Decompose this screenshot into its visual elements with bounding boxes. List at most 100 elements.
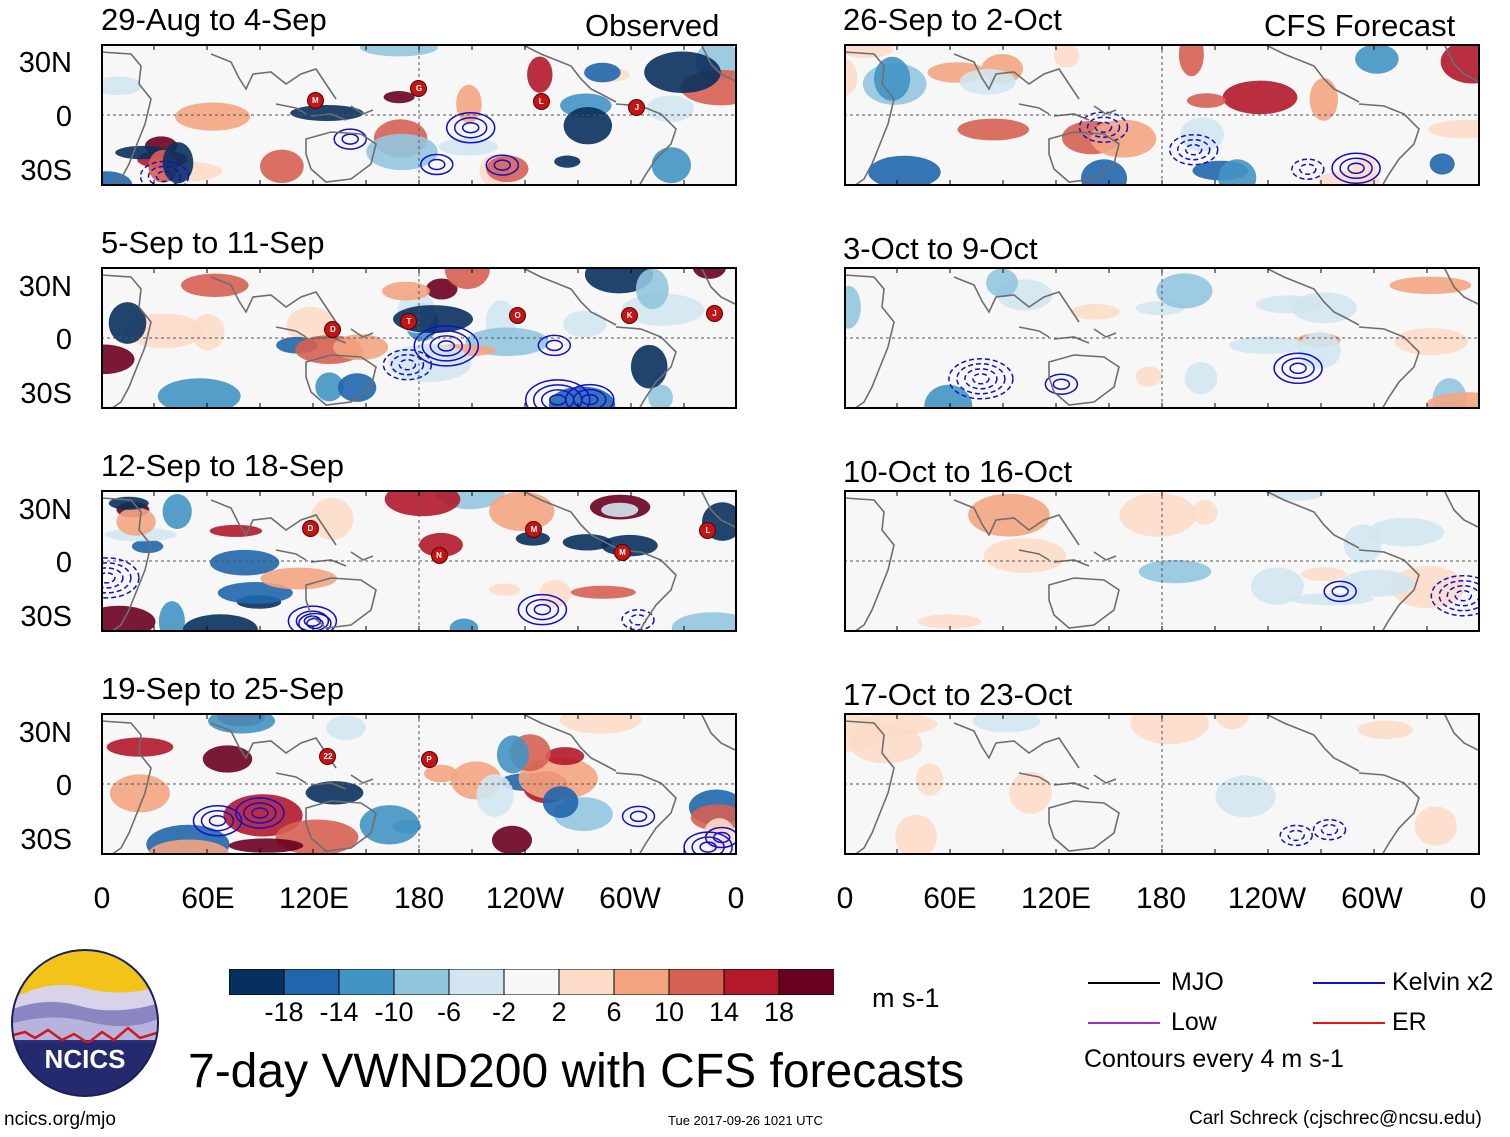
kelvin-contour: [1184, 143, 1203, 156]
northerly-anomaly-shading: [476, 774, 514, 817]
colorbar-swatch: [558, 968, 615, 996]
observed-map-panel-map: [101, 713, 737, 855]
lat-label: 30N: [18, 271, 72, 303]
coastline: [1443, 267, 1480, 306]
observed-week-3-title: 12-Sep to 18-Sep: [101, 448, 345, 483]
kelvin-contour: [1281, 357, 1315, 380]
forecast-week-3-title: 10-Oct to 16-Oct: [843, 454, 1073, 489]
kelvin-contour: [1312, 818, 1347, 841]
southerly-anomaly-shading: [1130, 713, 1209, 745]
southerly-anomaly-shading: [260, 567, 337, 590]
legend-line-low: [1088, 1022, 1160, 1024]
tropical-cyclone-marker: D: [301, 519, 319, 537]
northerly-anomaly-shading: [986, 268, 1018, 298]
forecast-map-panel: [844, 490, 1480, 632]
kelvin-contour: [545, 339, 564, 352]
forecast-map-panel-map: [844, 267, 1480, 409]
northerly-anomaly-shading: [158, 601, 185, 632]
kelvin-contour: [398, 358, 417, 371]
northerly-anomaly-shading: [563, 310, 607, 338]
northerly-anomaly-shading: [646, 95, 694, 123]
southerly-anomaly-shading: [1428, 119, 1480, 139]
tropical-cyclone-marker: M: [525, 520, 543, 538]
southerly-anomaly-shading: [1178, 44, 1204, 77]
northerly-anomaly-shading: [438, 138, 499, 156]
kelvin-contour: [691, 836, 725, 855]
coastline: [1263, 713, 1360, 772]
northerly-anomaly-shading: [326, 715, 366, 741]
tropical-cyclone-marker: G: [410, 79, 428, 97]
logo-text: NCICS: [44, 1044, 126, 1074]
colorbar-swatch: [283, 968, 340, 996]
northerly-anomaly-shading: [671, 612, 737, 632]
lat-label: 30N: [18, 47, 72, 79]
colorbar-tick-label: 18: [763, 997, 795, 1027]
legend-label-er: ER: [1392, 1008, 1427, 1036]
northerly-anomaly-shading: [366, 133, 438, 171]
kelvin-contour: [139, 160, 190, 186]
tropical-cyclone-marker: D: [324, 320, 342, 338]
lon-label: 180: [1135, 882, 1187, 915]
northerly-anomaly-shading: [1429, 153, 1455, 175]
colorbar-swatch: [448, 968, 505, 996]
kelvin-contour: [200, 809, 235, 832]
colorbar-tick-label: -18: [264, 997, 304, 1027]
kelvin-contour: [699, 841, 717, 853]
kelvin-contour: [1320, 823, 1339, 836]
southerly-anomaly-shading: [333, 334, 389, 361]
forecast-map-panel-map: [844, 713, 1480, 855]
lon-label: 120E: [1020, 882, 1092, 915]
tropical-cyclone-marker: M: [613, 544, 631, 562]
northerly-anomaly-shading: [630, 344, 668, 389]
northerly-anomaly-shading: [924, 384, 973, 409]
forecast-column-title: CFS Forecast: [1264, 8, 1456, 43]
southerly-anomaly-shading: [109, 774, 170, 813]
kelvin-contour: [1168, 133, 1219, 166]
southerly-anomaly-shading: [260, 149, 304, 183]
southerly-anomaly-shading: [1053, 44, 1080, 68]
observed-map-panel: D N M M L: [101, 490, 737, 632]
kelvin-contour: [235, 797, 285, 829]
legend-label-low: Low: [1171, 1008, 1217, 1036]
northerly-anomaly-shading: [648, 384, 673, 409]
kelvin-contour: [1430, 574, 1480, 617]
northerly-anomaly-shading: [131, 539, 164, 554]
northerly-anomaly-shading: [844, 285, 861, 329]
kelvin-contour: [1094, 121, 1113, 133]
lon-label: 60E: [181, 882, 235, 915]
observed-map-panel-map: [101, 44, 737, 186]
coastline: [844, 720, 895, 855]
coastline: [700, 713, 737, 752]
kelvin-contour: [147, 165, 182, 186]
coastline: [520, 267, 617, 326]
kelvin-contour: [298, 612, 332, 632]
coastline: [953, 53, 1080, 100]
coastline: [101, 51, 152, 186]
footer-url[interactable]: ncics.org/mjo: [4, 1109, 116, 1130]
southerly-anomaly-shading: [419, 532, 463, 557]
coastline: [520, 713, 617, 772]
northerly-anomaly-shading: [1229, 336, 1306, 354]
tropical-cyclone-marker: P: [420, 751, 438, 769]
kelvin-contour: [101, 567, 124, 589]
northerly-anomaly-shading: [584, 62, 621, 83]
kelvin-contour: [243, 802, 277, 824]
lat-label: 0: [55, 101, 72, 133]
coastline: [1358, 326, 1420, 409]
northerly-anomaly-shading: [305, 781, 364, 805]
southerly-anomaly-shading: [383, 91, 415, 104]
coastline: [210, 499, 337, 546]
southerly-anomaly-shading: [1119, 493, 1197, 537]
southerly-anomaly-shading: [1222, 80, 1298, 115]
tropical-cyclone-marker: M: [306, 91, 324, 109]
southerly-anomaly-shading: [209, 524, 263, 537]
colorbar-swatch: [778, 968, 835, 996]
southerly-anomaly-shading: [957, 118, 1030, 141]
northerly-anomaly-shading: [209, 549, 280, 576]
southerly-anomaly-shading: [181, 273, 249, 297]
southerly-anomaly-shading: [116, 507, 156, 536]
kelvin-contour: [101, 572, 116, 584]
southerly-anomaly-shading: [202, 745, 253, 773]
colorbar-swatch: [338, 968, 395, 996]
